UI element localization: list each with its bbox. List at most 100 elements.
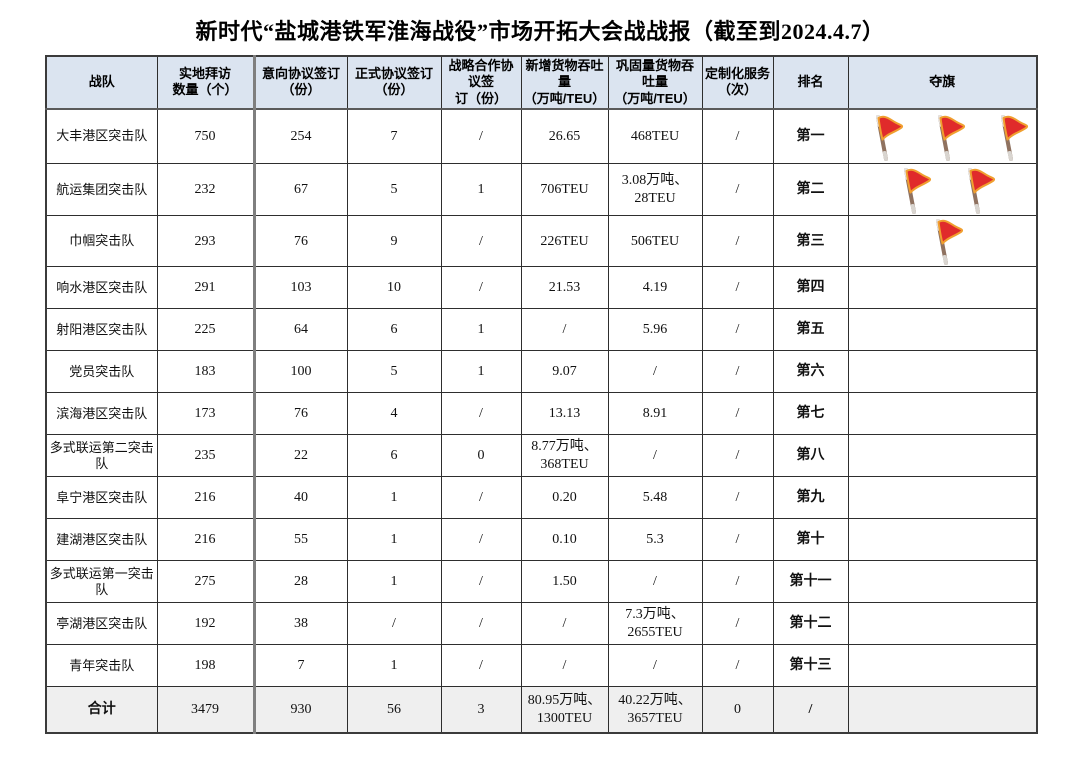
column-header-flags: 夺旗 [847, 55, 1038, 110]
cell-rank: / [772, 686, 849, 734]
cell-new-throughput: 0.10 [520, 518, 609, 562]
cell-formal: 9 [346, 215, 442, 268]
cell-consolidated: 3.08万吨、 28TEU [607, 163, 703, 217]
cell-formal: 1 [346, 644, 442, 688]
cell-intent: 38 [253, 602, 348, 646]
cell-team: 航运集团突击队 [45, 163, 158, 217]
cell-custom: / [701, 392, 774, 436]
table-row: 多式联运第一突击队 275 28 1/1.50// 第十一 [45, 560, 1038, 604]
cell-rank: 第九 [772, 476, 849, 520]
cell-team: 青年突击队 [45, 644, 158, 688]
cell-visits: 275 [156, 560, 256, 604]
cell-flags [847, 476, 1038, 520]
cell-strategic: / [440, 560, 522, 604]
cell-flags [847, 108, 1038, 165]
cell-team: 建湖港区突击队 [45, 518, 158, 562]
cell-consolidated: 5.96 [607, 308, 703, 352]
cell-formal: 5 [346, 350, 442, 394]
cell-custom: / [701, 215, 774, 268]
cell-new-throughput: 0.20 [520, 476, 609, 520]
cell-visits: 183 [156, 350, 256, 394]
cell-formal: 5 [346, 163, 442, 217]
cell-team: 合计 [45, 686, 158, 734]
cell-intent: 100 [253, 350, 348, 394]
cell-consolidated: 5.48 [607, 476, 703, 520]
red-flag-icon [938, 114, 966, 161]
red-flag-icon [936, 219, 964, 266]
cell-team: 多式联运第一突击队 [45, 560, 158, 604]
cell-visits: 225 [156, 308, 256, 352]
cell-custom: 0 [701, 686, 774, 734]
cell-consolidated: 468TEU [607, 108, 703, 165]
cell-custom: / [701, 163, 774, 217]
cell-formal: 1 [346, 518, 442, 562]
cell-intent: 28 [253, 560, 348, 604]
cell-flags [847, 163, 1038, 217]
total-row: 合计 3479 930 56 3 80.95万吨、 1300TEU 40.22万吨、 365… [45, 686, 1038, 734]
table-row: 多式联运第二突击队 235 22 6 0 8.77万吨、 368TEU / / 第八 [45, 434, 1038, 478]
cell-formal: 6 [346, 308, 442, 352]
cell-consolidated: / [607, 434, 703, 478]
cell-formal: 7 [346, 108, 442, 165]
cell-strategic: / [440, 266, 522, 310]
cell-rank: 第三 [772, 215, 849, 268]
cell-visits: 216 [156, 476, 256, 520]
cell-custom: / [701, 644, 774, 688]
cell-intent: 930 [253, 686, 348, 734]
flags-group [849, 217, 1036, 266]
cell-new-throughput: 8.77万吨、 368TEU [520, 434, 609, 478]
red-flag-icon [1000, 114, 1028, 161]
cell-intent: 76 [253, 392, 348, 436]
cell-intent: 40 [253, 476, 348, 520]
cell-team: 大丰港区突击队 [45, 108, 158, 165]
cell-visits: 216 [156, 518, 256, 562]
table-row: 航运集团突击队 232 67 5 1 706TEU 3.08万吨、 28TEU / 第二 [45, 163, 1038, 217]
column-header-strategic: 战略合作协议签 订（份） [440, 55, 522, 110]
cell-consolidated: 7.3万吨、 2655TEU [607, 602, 703, 646]
cell-rank: 第八 [772, 434, 849, 478]
cell-strategic: / [440, 476, 522, 520]
cell-intent: 76 [253, 215, 348, 268]
cell-rank: 第十一 [772, 560, 849, 604]
cell-visits: 3479 [156, 686, 256, 734]
cell-strategic: 1 [440, 163, 522, 217]
cell-flags [847, 215, 1038, 268]
flags-group [849, 165, 1036, 215]
column-header-consolidated-throughput: 巩固量货物吞吐量 （万吨/TEU） [607, 55, 703, 110]
cell-strategic: 1 [440, 350, 522, 394]
red-flag-icon [904, 167, 932, 214]
cell-custom: / [701, 108, 774, 165]
cell-consolidated: 506TEU [607, 215, 703, 268]
cell-new-throughput: 706TEU [520, 163, 609, 217]
battle-report-table: 战队 实地拜访 数量（个） 意向协议签订 （份） 正式协议签订 （份） 战略合作协议签 … [45, 55, 1038, 734]
table-row: 射阳港区突击队 225 64 6 1/5.96/第五 [45, 308, 1038, 352]
cell-team: 巾帼突击队 [45, 215, 158, 268]
cell-team: 阜宁港区突击队 [45, 476, 158, 520]
cell-team: 滨海港区突击队 [45, 392, 158, 436]
cell-rank: 第十二 [772, 602, 849, 646]
cell-consolidated: / [607, 350, 703, 394]
cell-intent: 254 [253, 108, 348, 165]
cell-flags [847, 350, 1038, 394]
cell-custom: / [701, 266, 774, 310]
column-header-team: 战队 [45, 55, 158, 110]
cell-strategic: / [440, 602, 522, 646]
table-row: 阜宁港区突击队 216 40 1/0.20 5.48/第九 [45, 476, 1038, 520]
cell-visits: 232 [156, 163, 256, 217]
cell-flags [847, 434, 1038, 478]
cell-consolidated: / [607, 560, 703, 604]
cell-intent: 55 [253, 518, 348, 562]
cell-formal: / [346, 602, 442, 646]
cell-formal: 1 [346, 476, 442, 520]
cell-new-throughput: 21.53 [520, 266, 609, 310]
cell-formal: 4 [346, 392, 442, 436]
column-header-custom-service: 定制化服务 （次） [701, 55, 774, 110]
cell-custom: / [701, 434, 774, 478]
cell-consolidated: / [607, 644, 703, 688]
cell-rank: 第十 [772, 518, 849, 562]
cell-new-throughput: 80.95万吨、 1300TEU [520, 686, 609, 734]
table-row: 亭湖港区突击队 192 38///7.3万吨、 2655TEU / 第十二 [45, 602, 1038, 646]
cell-consolidated: 5.3 [607, 518, 703, 562]
cell-new-throughput: 13.13 [520, 392, 609, 436]
